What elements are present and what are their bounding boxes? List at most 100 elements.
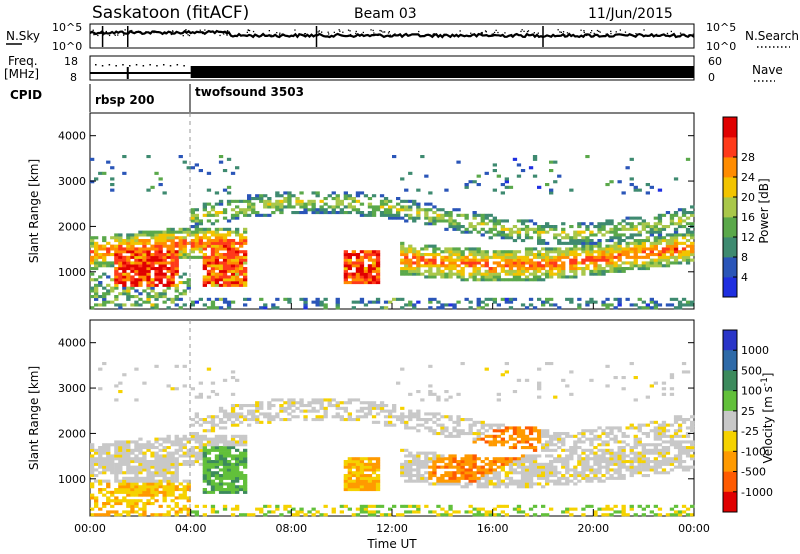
heatmap-cell: [126, 255, 131, 259]
heatmap-cell: [528, 479, 534, 483]
heatmap-cell: [239, 485, 244, 489]
heatmap-cell: [355, 281, 361, 285]
heatmap-cell: [166, 471, 171, 475]
heatmap-cell: [504, 297, 509, 301]
heatmap-cell: [166, 468, 171, 472]
heatmap-cell: [359, 471, 365, 475]
heatmap-cell: [214, 278, 220, 282]
heatmap-cell: [222, 488, 228, 492]
heatmap-cell: [158, 292, 163, 296]
heatmap-cell: [480, 275, 485, 279]
heatmap-cell: [150, 185, 155, 189]
heatmap-cell: [154, 446, 159, 450]
heatmap-cell: [230, 208, 236, 212]
heatmap-cell: [178, 482, 183, 486]
heatmap-cell: [114, 384, 119, 388]
heatmap-cell: [565, 233, 570, 237]
heatmap-cell: [243, 434, 248, 438]
heatmap-cell: [484, 485, 489, 489]
heatmap-cell: [549, 225, 554, 229]
heatmap-cell: [122, 440, 127, 444]
heatmap-cell: [186, 513, 191, 517]
heatmap-cell: [239, 443, 244, 447]
heatmap-cell: [98, 479, 103, 483]
heatmap-cell: [537, 230, 542, 234]
heatmap-cell: [677, 306, 683, 310]
heatmap-cell: [182, 292, 187, 296]
heatmap-cell: [239, 255, 244, 259]
heatmap-cell: [657, 507, 663, 511]
heatmap-cell: [500, 269, 505, 273]
heatmap-cell: [291, 398, 296, 402]
heatmap-cell: [118, 499, 123, 503]
heatmap-cell: [259, 404, 264, 408]
heatmap-cell: [512, 264, 518, 268]
heatmap-cell: [416, 462, 421, 466]
heatmap-cell: [657, 253, 663, 257]
heatmap-cell: [492, 219, 497, 223]
heatmap-cell: [355, 264, 361, 268]
heatmap-cell: [677, 241, 683, 245]
heatmap-cell: [174, 440, 179, 444]
heatmap-cell: [605, 513, 610, 517]
heatmap-cell: [130, 502, 135, 506]
heatmap-cell: [214, 440, 220, 444]
heatmap-cell: [230, 457, 236, 461]
heatmap-cell: [379, 202, 385, 206]
heatmap-cell: [641, 454, 646, 458]
heatmap-cell: [106, 454, 111, 458]
heatmap-cell: [311, 202, 316, 206]
heatmap-cell: [685, 239, 691, 243]
heatmap-cell: [359, 507, 365, 511]
heatmap-cell: [597, 241, 602, 245]
heatmap-cell: [323, 297, 328, 301]
nsearch-point: [610, 30, 612, 32]
heatmap-cell: [432, 429, 437, 433]
heatmap-cell: [190, 250, 195, 254]
heatmap-cell: [609, 267, 614, 271]
heatmap-cell: [440, 507, 445, 511]
heatmap-cell: [363, 507, 369, 511]
heatmap-cell: [537, 225, 542, 229]
heatmap-cell: [122, 303, 127, 307]
heatmap-cell: [681, 451, 687, 455]
heatmap-cell: [154, 485, 159, 489]
heatmap-cell: [448, 261, 453, 265]
heatmap-cell: [94, 468, 99, 472]
heatmap-cell: [645, 255, 650, 259]
heatmap-cell: [126, 239, 131, 243]
heatmap-cell: [613, 468, 618, 472]
heatmap-cell: [351, 199, 356, 203]
heatmap-cell: [609, 255, 614, 259]
heatmap-cell: [239, 476, 244, 480]
heatmap-cell: [400, 471, 405, 475]
heatmap-cell: [428, 390, 433, 394]
nave-point: [162, 64, 165, 66]
heatmap-cell: [94, 496, 99, 500]
heatmap-cell: [685, 258, 691, 262]
heatmap-cell: [625, 227, 630, 231]
heatmap-cell: [319, 205, 324, 209]
heatmap-cell: [186, 451, 191, 455]
heatmap-cell: [653, 241, 658, 245]
heatmap-cell: [516, 219, 522, 223]
heatmap-cell: [102, 460, 107, 464]
heatmap-cell: [468, 457, 473, 461]
heatmap-cell: [637, 241, 642, 245]
heatmap-cell: [645, 303, 650, 307]
heatmap-cell: [371, 510, 377, 514]
heatmap-cell: [665, 255, 671, 259]
heatmap-cell: [287, 194, 292, 198]
heatmap-cell: [106, 510, 111, 514]
heatmap-cell: [520, 432, 526, 436]
heatmap-cell: [617, 429, 622, 433]
nsearch-point: [380, 34, 382, 37]
heatmap-cell: [625, 465, 630, 469]
heatmap-cell: [102, 504, 107, 508]
heatmap-cell: [661, 225, 667, 229]
heatmap-cell: [347, 202, 352, 206]
heatmap-cell: [673, 513, 679, 517]
heatmap-cell: [239, 269, 244, 273]
heatmap-cell: [440, 208, 445, 212]
heatmap-cell: [178, 496, 183, 500]
